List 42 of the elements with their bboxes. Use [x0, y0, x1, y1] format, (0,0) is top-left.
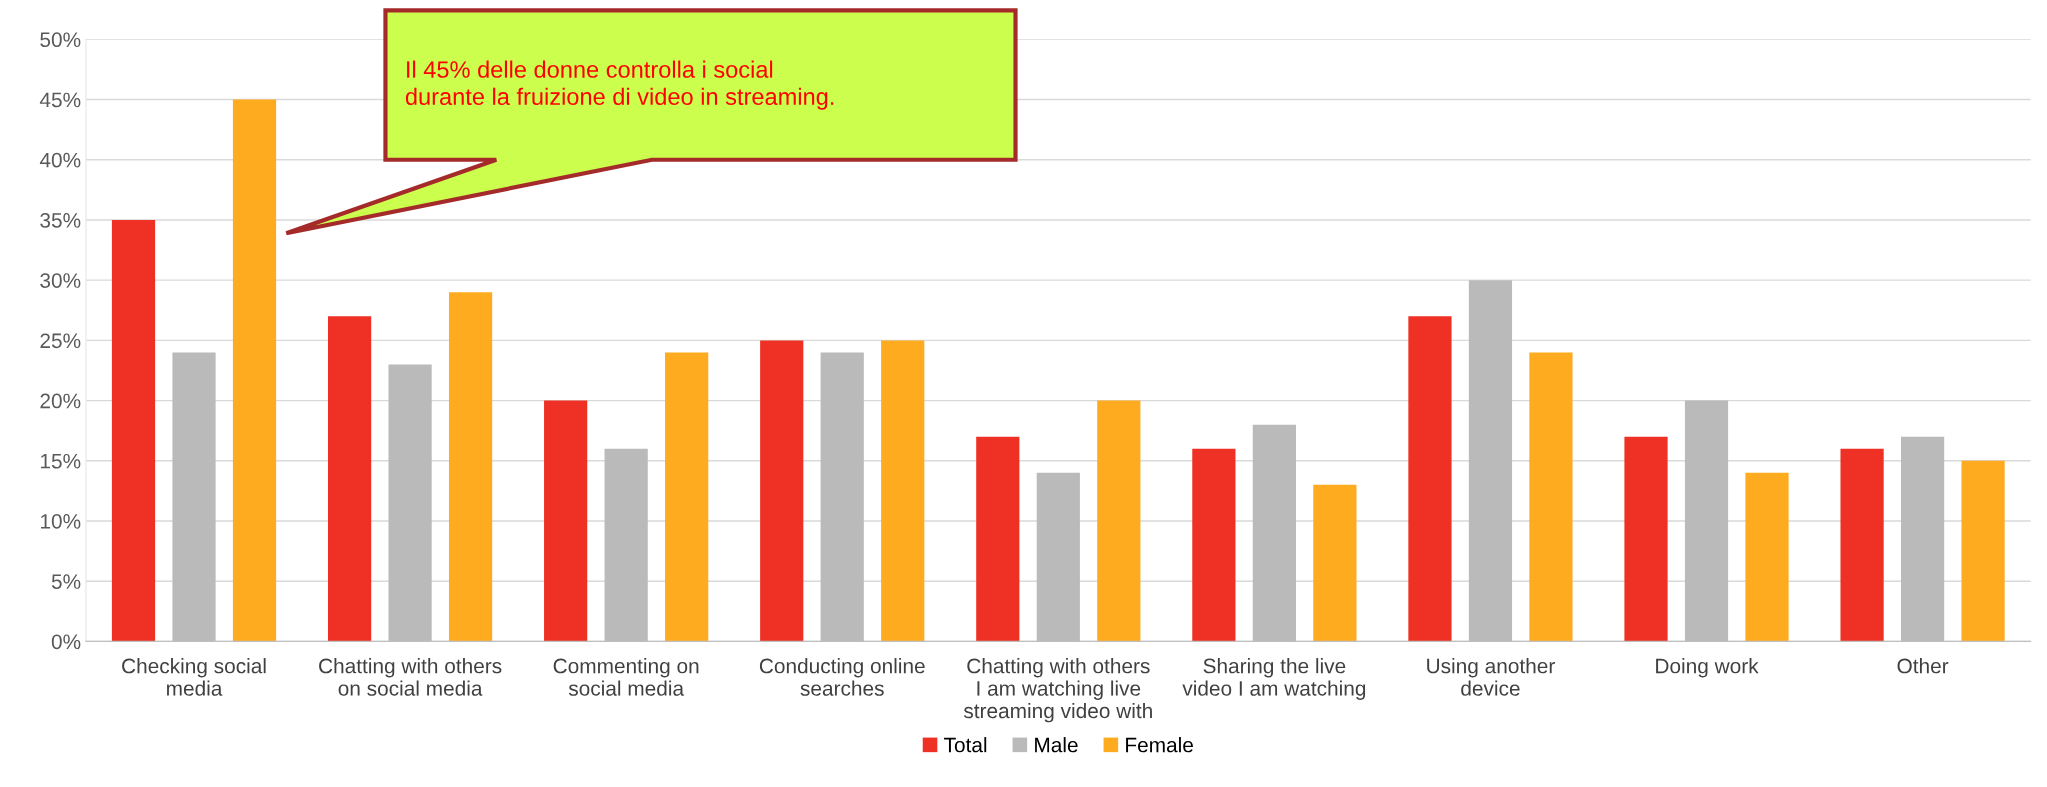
legend-label: Female — [1126, 737, 1193, 753]
bar — [448, 292, 493, 642]
bar — [544, 400, 588, 642]
x-tick-label: Sharing the live video I am watching — [1182, 658, 1366, 700]
bar — [1529, 352, 1573, 642]
x-tick-label: Commenting on social media — [553, 658, 699, 696]
bar — [665, 352, 709, 642]
bar — [760, 340, 804, 642]
y-tick-label: 45% — [39, 92, 81, 108]
bar — [1408, 316, 1452, 642]
bar — [1745, 472, 1789, 642]
x-tick-label: Conducting online searches — [759, 658, 925, 696]
y-tick-label: 0% — [51, 634, 81, 650]
bar — [1840, 448, 1884, 642]
bar — [1313, 484, 1357, 642]
bar — [1097, 400, 1141, 642]
bar — [111, 219, 156, 642]
bar — [881, 340, 925, 642]
legend-label: Male — [1035, 737, 1078, 753]
y-tick-label: 30% — [40, 273, 81, 288]
legend-label: Total — [944, 737, 987, 753]
bar — [232, 99, 277, 642]
bar — [1961, 460, 2005, 642]
annotation: Il 45% delle donne controlla i social durante la fruizione di video in streaming. — [405, 60, 834, 110]
y-tick-label: 20% — [40, 393, 81, 409]
y-tick-label: 25% — [40, 333, 81, 349]
bar — [976, 436, 1020, 642]
x-tick-label: Chatting with others I am watching live streaming video with — [963, 658, 1152, 723]
y-tick-label: 50% — [40, 32, 81, 48]
bar — [1624, 436, 1668, 642]
y-tick-label: 15% — [41, 453, 81, 469]
y-tick-label: 10% — [41, 514, 81, 529]
y-tick-label: 40% — [39, 152, 81, 168]
y-tick-label: 5% — [51, 574, 81, 589]
x-tick-label: Other — [1897, 658, 1949, 674]
bar — [1192, 448, 1236, 642]
x-tick-label: Chatting with others on social media — [319, 658, 502, 696]
x-tick-label: Checking social media — [122, 658, 266, 696]
bar — [327, 316, 372, 642]
x-tick-label: Doing work — [1656, 658, 1759, 678]
x-tick-label: Using another device — [1427, 658, 1555, 696]
y-tick-label: 35% — [40, 212, 81, 228]
